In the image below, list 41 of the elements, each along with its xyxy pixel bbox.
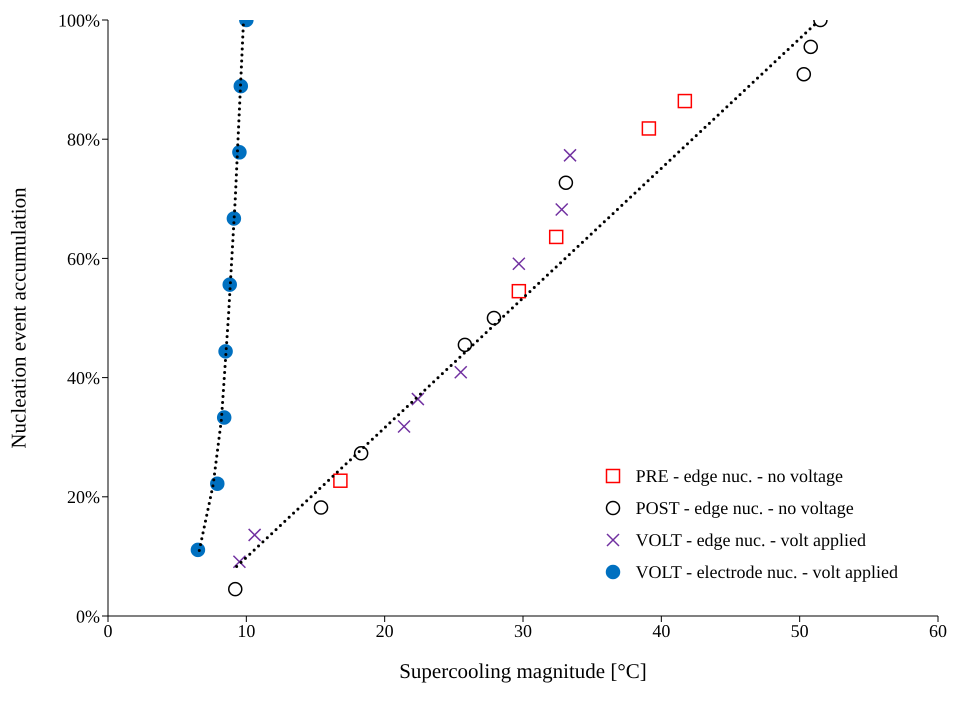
point [190, 542, 206, 558]
y-tick-label: 100% [58, 10, 100, 30]
y-tick-label: 40% [67, 368, 100, 388]
point [248, 528, 262, 542]
y-tick-label: 20% [67, 487, 100, 508]
legend-label: VOLT - edge nuc. - volt applied [636, 530, 866, 550]
point [548, 230, 564, 244]
point [642, 121, 656, 136]
legend-label: POST - edge nuc. - no voltage [636, 498, 854, 518]
y-tick-label: 60% [67, 248, 100, 269]
y-axis-title: Nucleation event accumulation [6, 186, 30, 449]
point [512, 257, 526, 271]
point [228, 582, 243, 596]
point [486, 310, 502, 326]
x-tick-label: 40 [652, 620, 670, 641]
x-tick-label: 0 [104, 620, 112, 641]
y-tick-label: 0% [76, 606, 100, 626]
point [354, 446, 368, 461]
point [554, 202, 568, 216]
point [314, 500, 328, 515]
legend-label: PRE - edge nuc. - no voltage [636, 466, 844, 486]
point [454, 365, 468, 379]
x-tick-label: 10 [237, 620, 256, 641]
x-axis-title: Supercooling magnitude [°C] [399, 659, 647, 683]
point [512, 284, 526, 298]
y-tick-label: 80% [67, 130, 100, 150]
x-tick-label: 50 [790, 620, 809, 641]
point [796, 66, 812, 82]
point [232, 555, 246, 569]
point [563, 148, 577, 162]
x-tick-label: 30 [514, 620, 532, 641]
point [411, 392, 425, 406]
point [678, 94, 692, 108]
point [397, 420, 411, 434]
point [558, 175, 574, 190]
point [458, 338, 472, 352]
point [333, 473, 348, 488]
point [803, 40, 818, 54]
x-tick-label: 20 [376, 620, 394, 641]
legend-label: VOLT - electrode nuc. - volt applied [636, 562, 898, 582]
x-tick-label: 60 [929, 620, 947, 641]
